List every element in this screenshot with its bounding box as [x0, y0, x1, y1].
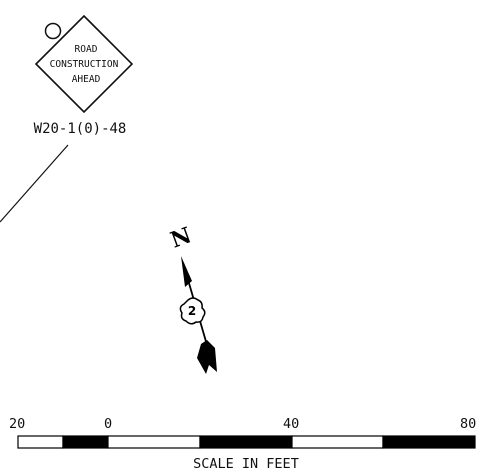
scale-tick-label-0: 0 — [104, 416, 112, 432]
scale-segment-4 — [199, 435, 293, 449]
north-arrow-head — [181, 256, 192, 287]
north-arrow-badge-number: 2 — [188, 304, 196, 318]
scale-bar: 20 0 40 80 SCALE IN FEET — [9, 416, 476, 472]
sign-line-3: AHEAD — [72, 74, 101, 85]
scale-segment-1 — [17, 435, 64, 449]
north-arrow-badge — [179, 297, 206, 325]
north-arrow-tail — [197, 340, 217, 374]
leader-line — [0, 144, 69, 223]
scale-segment-6 — [382, 435, 476, 449]
sign-code: W20-1(0)-48 — [34, 121, 127, 137]
sign-post-marker — [44, 22, 62, 40]
scale-segment-2 — [62, 435, 109, 449]
north-arrow: N 2 — [167, 222, 217, 374]
scale-tick-label-20: 20 — [9, 416, 25, 432]
scale-tick-label-80: 80 — [460, 416, 476, 432]
sign-line-2: CONSTRUCTION — [50, 59, 119, 70]
sign-line-1: ROAD — [75, 44, 98, 55]
scale-title: SCALE IN FEET — [193, 456, 299, 472]
scale-tick-label-40: 40 — [283, 416, 299, 432]
scale-segment-3 — [107, 435, 201, 449]
sign-diamond — [34, 14, 134, 114]
scale-segment-5 — [291, 435, 384, 449]
road-construction-sign: ROAD CONSTRUCTION AHEAD W20-1(0)-48 — [34, 14, 134, 137]
north-label: N — [167, 222, 195, 253]
